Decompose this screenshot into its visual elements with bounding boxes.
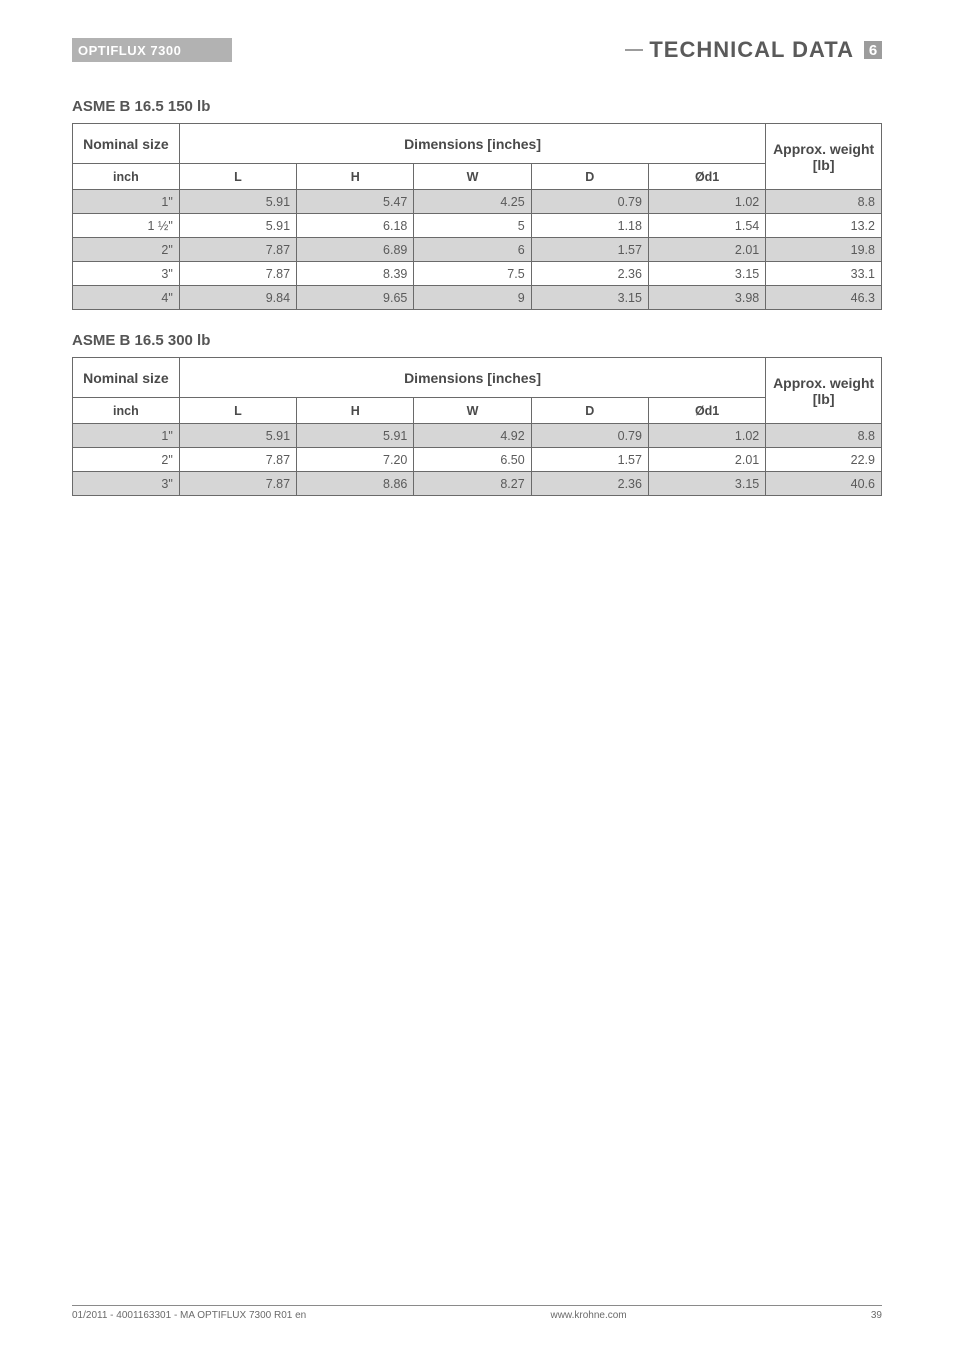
footer-right: 39 xyxy=(871,1310,882,1321)
cell: 7.87 xyxy=(179,448,296,472)
cell: 6.50 xyxy=(414,448,531,472)
footer-center: www.krohne.com xyxy=(550,1310,626,1321)
cell: 5.91 xyxy=(179,214,296,238)
table-row: 3"7.878.397.52.363.1533.1 xyxy=(73,262,882,286)
col-inch: inch xyxy=(73,164,180,190)
footer-left: 01/2011 - 4001163301 - MA OPTIFLUX 7300 … xyxy=(72,1310,306,1321)
cell: 3.15 xyxy=(531,286,648,310)
cell: 6.89 xyxy=(297,238,414,262)
col-l: L xyxy=(179,398,296,424)
header-section-number: 6 xyxy=(864,41,882,59)
row-label: 1" xyxy=(73,424,180,448)
col-ød1: Ød1 xyxy=(648,398,765,424)
cell: 7.20 xyxy=(297,448,414,472)
header-rule-icon xyxy=(625,49,643,51)
data-table: Nominal sizeDimensions [inches]Approx. w… xyxy=(72,357,882,496)
cell: 9.65 xyxy=(297,286,414,310)
cell: 6 xyxy=(414,238,531,262)
cell: 0.79 xyxy=(531,190,648,214)
col-ød1: Ød1 xyxy=(648,164,765,190)
cell: 8.39 xyxy=(297,262,414,286)
cell: 1.57 xyxy=(531,448,648,472)
col-weight: Approx. weight [lb] xyxy=(766,358,882,424)
page: OPTIFLUX 7300 TECHNICAL DATA 6 ASME B 16… xyxy=(0,0,954,1351)
col-nominal-size: Nominal size xyxy=(73,124,180,164)
col-d: D xyxy=(531,398,648,424)
header-bar: OPTIFLUX 7300 TECHNICAL DATA 6 xyxy=(72,38,882,62)
header-right: TECHNICAL DATA 6 xyxy=(625,38,882,62)
cell: 2.36 xyxy=(531,472,648,496)
cell: 8.86 xyxy=(297,472,414,496)
cell: 3.15 xyxy=(648,262,765,286)
cell: 8.27 xyxy=(414,472,531,496)
cell: 5.91 xyxy=(297,424,414,448)
row-label: 2" xyxy=(73,238,180,262)
data-table: Nominal sizeDimensions [inches]Approx. w… xyxy=(72,123,882,310)
row-label: 2" xyxy=(73,448,180,472)
cell: 46.3 xyxy=(766,286,882,310)
table-row: 1 ½"5.916.1851.181.5413.2 xyxy=(73,214,882,238)
cell: 5.91 xyxy=(179,190,296,214)
cell: 1.18 xyxy=(531,214,648,238)
cell: 7.87 xyxy=(179,238,296,262)
row-label: 3" xyxy=(73,472,180,496)
cell: 22.9 xyxy=(766,448,882,472)
cell: 7.87 xyxy=(179,472,296,496)
table-row: 4"9.849.6593.153.9846.3 xyxy=(73,286,882,310)
col-h: H xyxy=(297,164,414,190)
table-row: 1"5.915.474.250.791.028.8 xyxy=(73,190,882,214)
table-row: 2"7.877.206.501.572.0122.9 xyxy=(73,448,882,472)
header-title: TECHNICAL DATA xyxy=(649,37,854,63)
cell: 9.84 xyxy=(179,286,296,310)
col-dimensions: Dimensions [inches] xyxy=(179,124,765,164)
row-label: 3" xyxy=(73,262,180,286)
cell: 3.15 xyxy=(648,472,765,496)
table-title: ASME B 16.5 150 lb xyxy=(72,98,882,115)
cell: 5 xyxy=(414,214,531,238)
table-title: ASME B 16.5 300 lb xyxy=(72,332,882,349)
cell: 0.79 xyxy=(531,424,648,448)
table-row: 2"7.876.8961.572.0119.8 xyxy=(73,238,882,262)
cell: 40.6 xyxy=(766,472,882,496)
col-w: W xyxy=(414,398,531,424)
table-row: 1"5.915.914.920.791.028.8 xyxy=(73,424,882,448)
footer: 01/2011 - 4001163301 - MA OPTIFLUX 7300 … xyxy=(72,1305,882,1321)
cell: 2.36 xyxy=(531,262,648,286)
tables-container: ASME B 16.5 150 lbNominal sizeDimensions… xyxy=(72,98,882,496)
header-product-label: OPTIFLUX 7300 xyxy=(72,38,232,62)
col-d: D xyxy=(531,164,648,190)
cell: 4.25 xyxy=(414,190,531,214)
col-h: H xyxy=(297,398,414,424)
cell: 8.8 xyxy=(766,190,882,214)
cell: 1.57 xyxy=(531,238,648,262)
cell: 19.8 xyxy=(766,238,882,262)
row-label: 4" xyxy=(73,286,180,310)
cell: 8.8 xyxy=(766,424,882,448)
col-weight: Approx. weight [lb] xyxy=(766,124,882,190)
cell: 2.01 xyxy=(648,448,765,472)
cell: 2.01 xyxy=(648,238,765,262)
cell: 9 xyxy=(414,286,531,310)
cell: 7.87 xyxy=(179,262,296,286)
cell: 5.91 xyxy=(179,424,296,448)
col-w: W xyxy=(414,164,531,190)
table-row: 3"7.878.868.272.363.1540.6 xyxy=(73,472,882,496)
cell: 7.5 xyxy=(414,262,531,286)
row-label: 1 ½" xyxy=(73,214,180,238)
cell: 1.02 xyxy=(648,424,765,448)
header-spacer xyxy=(232,38,625,62)
col-inch: inch xyxy=(73,398,180,424)
col-nominal-size: Nominal size xyxy=(73,358,180,398)
col-l: L xyxy=(179,164,296,190)
cell: 1.54 xyxy=(648,214,765,238)
cell: 6.18 xyxy=(297,214,414,238)
cell: 4.92 xyxy=(414,424,531,448)
cell: 1.02 xyxy=(648,190,765,214)
cell: 13.2 xyxy=(766,214,882,238)
cell: 5.47 xyxy=(297,190,414,214)
cell: 33.1 xyxy=(766,262,882,286)
cell: 3.98 xyxy=(648,286,765,310)
col-dimensions: Dimensions [inches] xyxy=(179,358,765,398)
row-label: 1" xyxy=(73,190,180,214)
